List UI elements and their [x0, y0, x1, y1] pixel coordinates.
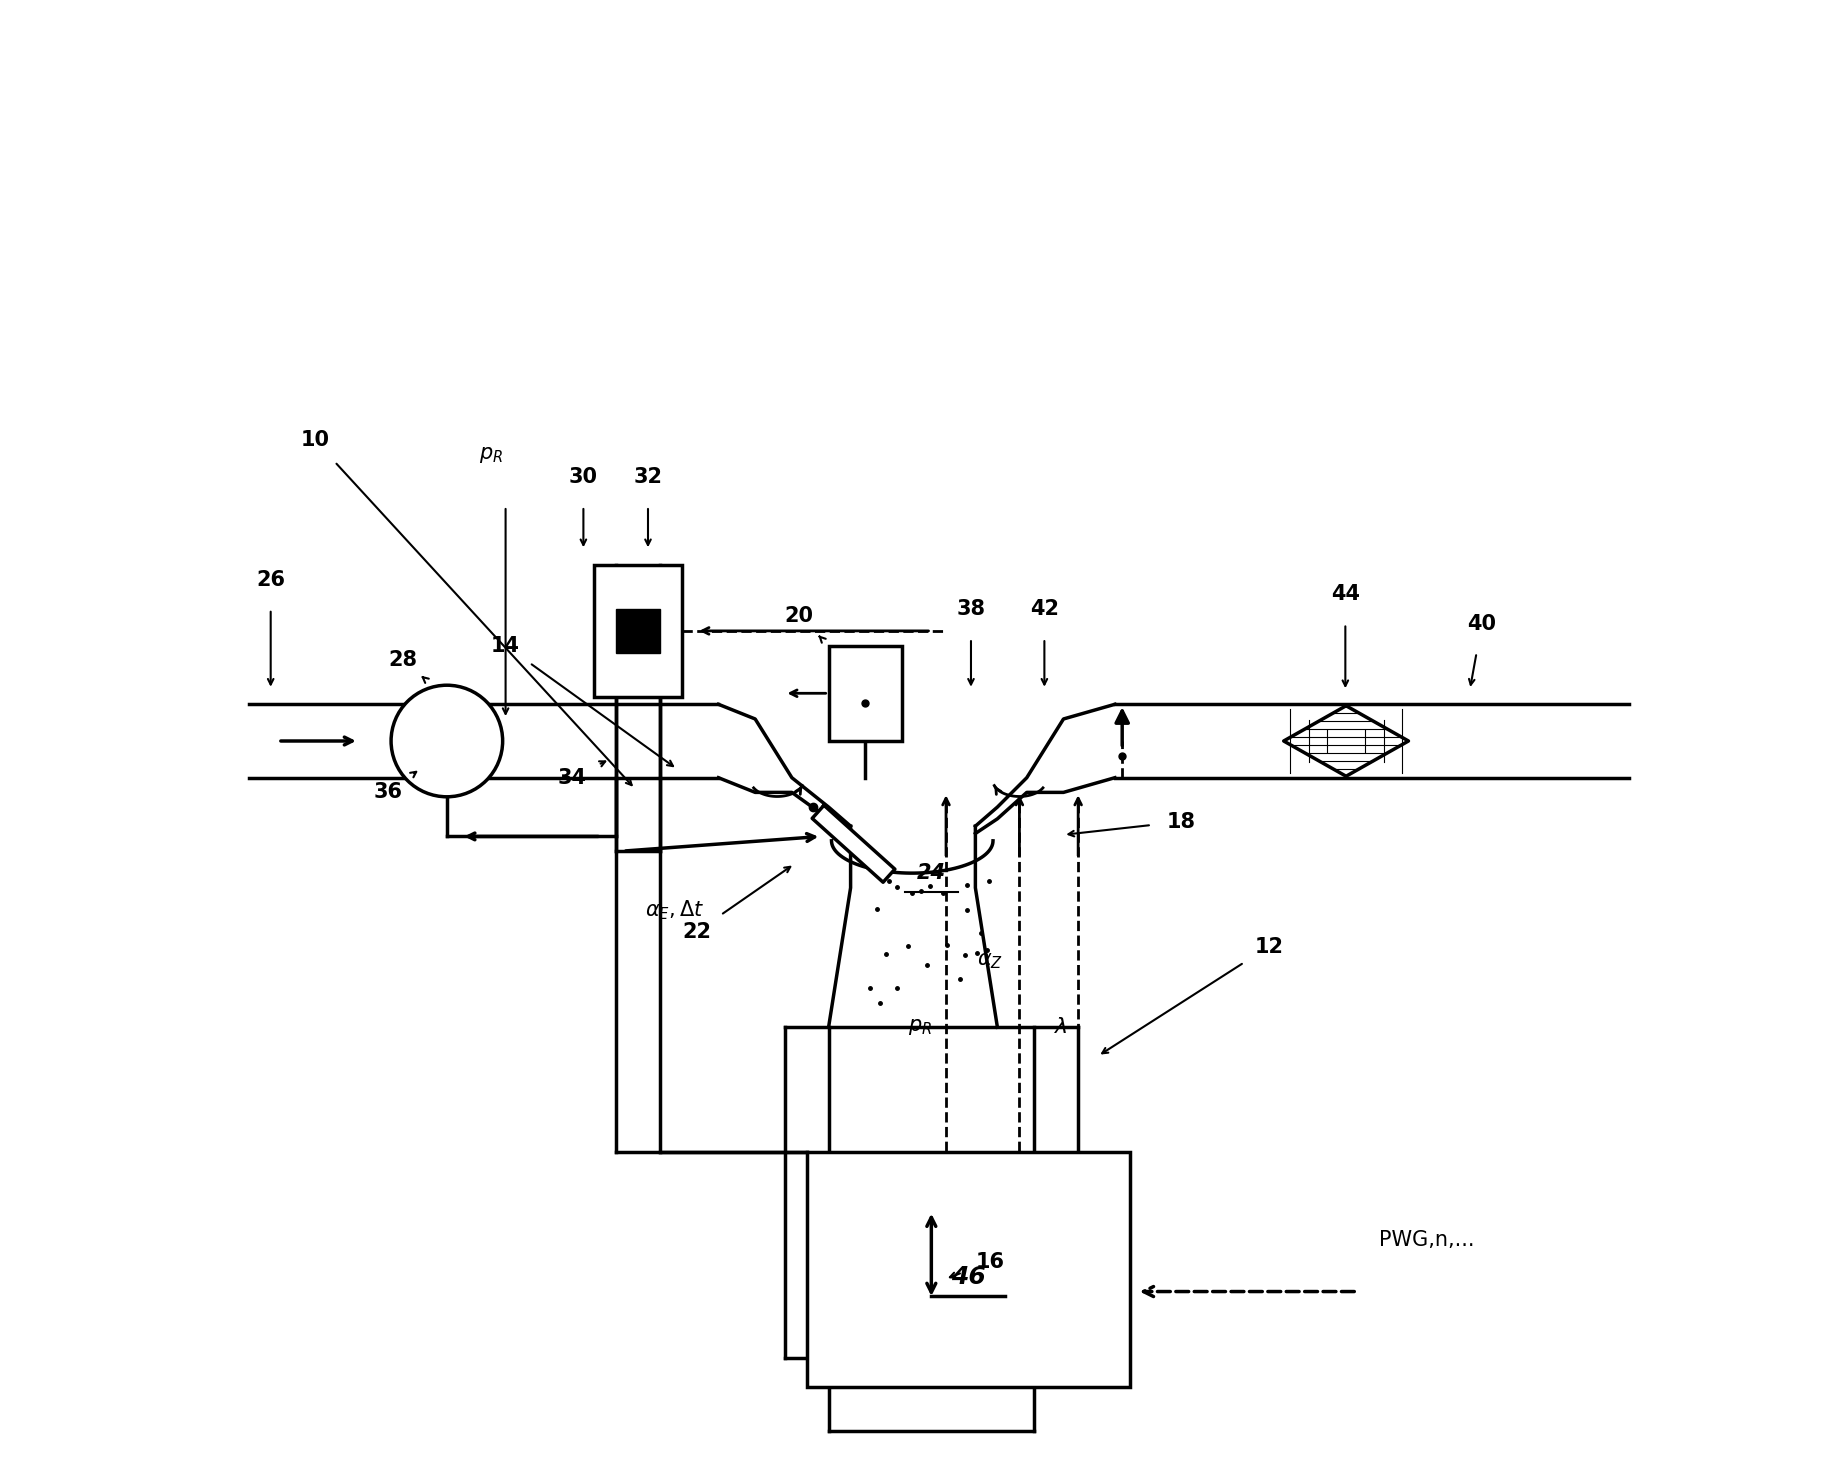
Text: $p_R$: $p_R$ — [907, 1017, 931, 1037]
Text: 38: 38 — [957, 599, 985, 619]
Text: 26: 26 — [257, 569, 285, 590]
Text: 28: 28 — [388, 651, 418, 670]
Text: 24: 24 — [917, 863, 946, 883]
Text: 34: 34 — [556, 768, 586, 788]
Text: 16: 16 — [976, 1252, 1005, 1272]
Text: 36: 36 — [373, 782, 403, 802]
Bar — [828, 646, 902, 741]
Bar — [615, 609, 660, 654]
Text: 22: 22 — [682, 922, 711, 943]
Text: 20: 20 — [785, 606, 813, 627]
Text: $\lambda$: $\lambda$ — [1053, 1017, 1068, 1037]
Bar — [593, 565, 682, 697]
Text: 44: 44 — [1331, 584, 1360, 605]
Text: 12: 12 — [1255, 937, 1284, 956]
Circle shape — [392, 685, 503, 797]
Text: 10: 10 — [299, 430, 329, 451]
Text: 46: 46 — [950, 1264, 985, 1289]
Text: 32: 32 — [634, 467, 662, 486]
Text: 14: 14 — [492, 636, 519, 655]
Text: 40: 40 — [1467, 614, 1497, 633]
Text: $\alpha_Z$: $\alpha_Z$ — [978, 951, 1003, 971]
Text: 30: 30 — [569, 467, 599, 486]
Text: $p_R$: $p_R$ — [479, 445, 503, 465]
Text: PWG,n,...: PWG,n,... — [1379, 1230, 1475, 1251]
Polygon shape — [811, 805, 894, 882]
Text: 42: 42 — [1029, 599, 1059, 619]
Text: $\alpha_E,\Delta t$: $\alpha_E,\Delta t$ — [645, 898, 704, 922]
Text: 18: 18 — [1166, 812, 1196, 831]
Bar — [806, 1152, 1129, 1387]
Polygon shape — [1284, 705, 1408, 777]
